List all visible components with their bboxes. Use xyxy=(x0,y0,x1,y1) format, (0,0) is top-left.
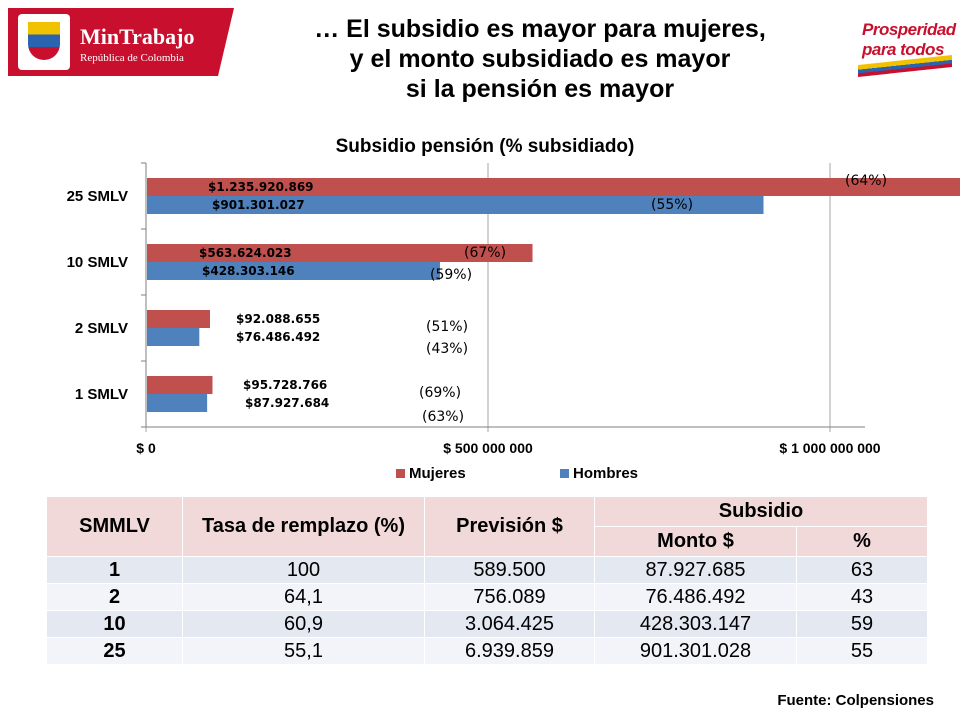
cell-monto: 76.486.492 xyxy=(594,583,797,611)
cell-prevision: 589.500 xyxy=(424,556,595,584)
source-note: Fuente: Colpensiones xyxy=(777,692,934,709)
cell-smmlv: 1 xyxy=(46,556,183,584)
bar-hombres xyxy=(147,196,764,214)
value-label: $1.235.920.869 xyxy=(208,180,314,194)
x-tick-label: $ 0 xyxy=(136,440,156,456)
legend-label: Mujeres xyxy=(409,465,466,482)
title-line-3: si la pensión es mayor xyxy=(405,75,675,103)
pct-label: (43%) xyxy=(426,341,468,357)
header-pct: % xyxy=(796,526,928,557)
cell-pct: 43 xyxy=(796,583,928,611)
data-table: SMMLV Tasa de remplazo (%) Previsión $ S… xyxy=(46,496,928,665)
pct-label: (51%) xyxy=(426,319,468,335)
pct-label: (55%) xyxy=(651,197,693,213)
table-row: 10 60,9 3.064.425 428.303.147 59 xyxy=(46,610,928,638)
value-label: $428.303.146 xyxy=(202,264,295,278)
logo-subtitle: República de Colombia xyxy=(80,52,184,64)
cell-monto: 87.927.685 xyxy=(594,556,797,584)
cell-smmlv: 25 xyxy=(46,637,183,665)
table-row: 1 100 589.500 87.927.685 63 xyxy=(46,556,928,584)
cell-prevision: 3.064.425 xyxy=(424,610,595,638)
bar-hombres xyxy=(147,262,440,280)
legend-swatch-mujeres xyxy=(396,469,405,478)
bar-hombres xyxy=(147,394,208,412)
x-tick-label: $ 500 000 000 xyxy=(443,440,533,456)
cell-tasa: 55,1 xyxy=(182,637,425,665)
cell-pct: 55 xyxy=(796,637,928,665)
header-tasa: Tasa de remplazo (%) xyxy=(182,496,425,557)
header-prevision: Previsión $ xyxy=(424,496,595,557)
prosperidad-logo: Prosperidad para todos xyxy=(858,14,956,77)
cell-tasa: 60,9 xyxy=(182,610,425,638)
pct-label: (69%) xyxy=(419,385,461,401)
chart-title: Subsidio pensión (% subsidiado) xyxy=(335,136,635,157)
cell-tasa: 64,1 xyxy=(182,583,425,611)
coat-of-arms-icon xyxy=(18,14,70,70)
logo-name: MinTrabajo xyxy=(80,24,195,49)
prosperidad-logo-line1: Prosperidad xyxy=(862,20,956,39)
title-line-1: … El subsidio es mayor para mujeres, xyxy=(314,15,766,43)
value-label: $901.301.027 xyxy=(212,198,305,212)
pct-label: (59%) xyxy=(430,267,472,283)
cell-monto: 428.303.147 xyxy=(594,610,797,638)
category-label: 25 SMLV xyxy=(67,188,128,205)
legend-swatch-hombres xyxy=(560,469,569,478)
bar-mujeres xyxy=(147,376,213,394)
mintrabajo-logo: MinTrabajo República de Colombia xyxy=(8,8,234,76)
cell-tasa: 100 xyxy=(182,556,425,584)
bar-chart: $ 0 $ 500 000 000 $ 1 000 000 000 25 SMLV $1… xyxy=(67,162,960,482)
bar-hombres xyxy=(147,328,200,346)
pct-label: (63%) xyxy=(422,409,464,425)
pct-label: (64%) xyxy=(845,173,887,189)
cell-smmlv: 2 xyxy=(46,583,183,611)
value-label: $95.728.766 xyxy=(243,378,327,392)
category-label: 2 SMLV xyxy=(75,320,128,337)
cell-smmlv: 10 xyxy=(46,610,183,638)
table-row: 2 64,1 756.089 76.486.492 43 xyxy=(46,583,928,611)
table-row: 25 55,1 6.939.859 901.301.028 55 xyxy=(46,637,928,665)
value-label: $87.927.684 xyxy=(245,396,329,410)
legend-label: Hombres xyxy=(573,465,638,482)
value-label: $76.486.492 xyxy=(236,330,320,344)
cell-monto: 901.301.028 xyxy=(594,637,797,665)
header-smmlv: SMMLV xyxy=(46,496,183,557)
bar-mujeres xyxy=(147,244,533,262)
prosperidad-logo-line2: para todos xyxy=(862,40,944,59)
category-label: 1 SMLV xyxy=(75,386,128,403)
value-label: $563.624.023 xyxy=(199,246,292,260)
x-tick-label: $ 1 000 000 000 xyxy=(779,440,880,456)
header-monto: Monto $ xyxy=(594,526,797,557)
cell-prevision: 756.089 xyxy=(424,583,595,611)
value-label: $92.088.655 xyxy=(236,312,320,326)
cell-pct: 63 xyxy=(796,556,928,584)
title-line-2: y el monto subsidiado es mayor xyxy=(349,45,731,73)
category-label: 10 SMLV xyxy=(67,254,128,271)
bar-mujeres xyxy=(147,310,210,328)
cell-prevision: 6.939.859 xyxy=(424,637,595,665)
cell-pct: 59 xyxy=(796,610,928,638)
pct-label: (67%) xyxy=(464,245,506,261)
bar-mujeres xyxy=(147,178,960,196)
slide-title: … El subsidio es mayor para mujeres, y e… xyxy=(250,14,830,104)
header-subsidio: Subsidio xyxy=(594,496,928,527)
